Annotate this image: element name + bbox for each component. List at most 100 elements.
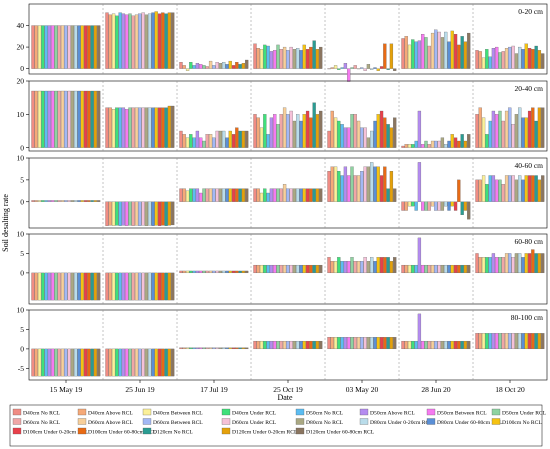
bar [389, 127, 394, 148]
bar [360, 337, 364, 350]
bar [167, 105, 172, 148]
bar [379, 110, 384, 148]
bar [97, 200, 101, 202]
bar [212, 270, 216, 274]
bar [457, 44, 461, 69]
bar [231, 134, 236, 148]
bar [327, 257, 331, 274]
legend-swatch [77, 418, 87, 425]
bar [453, 34, 458, 69]
bar [463, 140, 468, 148]
bar [299, 50, 303, 69]
legend-label: D100cm Under 0-20cm RCL [23, 430, 89, 436]
bar [144, 201, 149, 226]
bar [411, 264, 415, 274]
bar [389, 261, 394, 274]
bar [511, 257, 515, 274]
bar [245, 130, 249, 148]
bar [105, 272, 109, 301]
bar [228, 270, 232, 274]
bar [134, 201, 139, 226]
bar [51, 272, 55, 301]
bar [524, 175, 528, 202]
bar [108, 201, 112, 226]
bar [128, 201, 132, 226]
bar [353, 175, 357, 202]
bar [208, 270, 213, 274]
bar [269, 188, 274, 202]
bar [121, 272, 126, 301]
bar [286, 114, 290, 148]
bar [212, 188, 216, 202]
bar [269, 51, 274, 69]
bar [292, 340, 297, 350]
panel-frame [28, 157, 548, 229]
y-tick-label: 5 [20, 249, 24, 258]
bar [241, 130, 246, 148]
bar [282, 264, 287, 274]
bar [141, 201, 145, 226]
bar [488, 175, 492, 202]
bar [93, 272, 98, 301]
bar [273, 188, 277, 202]
bar [531, 333, 535, 350]
legend-label: D50cm Above RCL [370, 411, 415, 417]
bar [424, 201, 428, 211]
bar [215, 188, 219, 202]
bar [312, 340, 316, 350]
bar [148, 348, 152, 377]
bar [467, 264, 471, 274]
bar [108, 272, 112, 301]
bar [37, 272, 42, 301]
bar [330, 166, 334, 202]
bar [527, 175, 532, 202]
bar [34, 200, 38, 202]
bar [202, 140, 206, 148]
bar [57, 348, 61, 377]
bar [411, 201, 415, 207]
legend-swatch [426, 418, 436, 425]
panel-5: -5 0 5 10 80-100 cm [17, 306, 548, 381]
bar [202, 270, 206, 274]
bar [266, 134, 270, 148]
bar [491, 110, 496, 148]
legend-swatch [295, 427, 305, 435]
bar [347, 68, 351, 82]
bar [192, 65, 196, 69]
bar [228, 347, 232, 350]
legend-swatch [77, 408, 87, 416]
bar [57, 90, 61, 148]
legend-item: D80cm No RCL [295, 418, 344, 426]
bar [417, 162, 422, 202]
bar [74, 200, 78, 202]
bar [478, 333, 482, 350]
panel-3: 0 5 10 40-60 cm [17, 154, 548, 229]
bar [199, 137, 203, 148]
bar [108, 107, 112, 148]
bar [134, 272, 139, 301]
bar [279, 264, 283, 274]
bar [541, 333, 545, 350]
bar [504, 175, 509, 202]
bar [514, 114, 519, 148]
legend-label: D120cm No RCL [153, 430, 193, 436]
bar [531, 49, 535, 69]
bar [444, 31, 448, 69]
bar [467, 134, 471, 148]
bar [379, 337, 384, 350]
bar [148, 13, 152, 69]
bar [450, 264, 454, 274]
bar [273, 340, 277, 350]
bar [289, 188, 293, 202]
bar [185, 190, 190, 202]
bar [167, 348, 172, 377]
bar [115, 201, 119, 226]
bar [154, 107, 158, 148]
bar [407, 44, 412, 69]
bar [434, 29, 438, 69]
legend-item: D100cm Under 0-20cm RCL [12, 427, 89, 436]
bar [269, 340, 274, 350]
bar [289, 264, 293, 274]
legend-item: D60cm Above RCL [77, 418, 133, 426]
bar [450, 134, 454, 148]
